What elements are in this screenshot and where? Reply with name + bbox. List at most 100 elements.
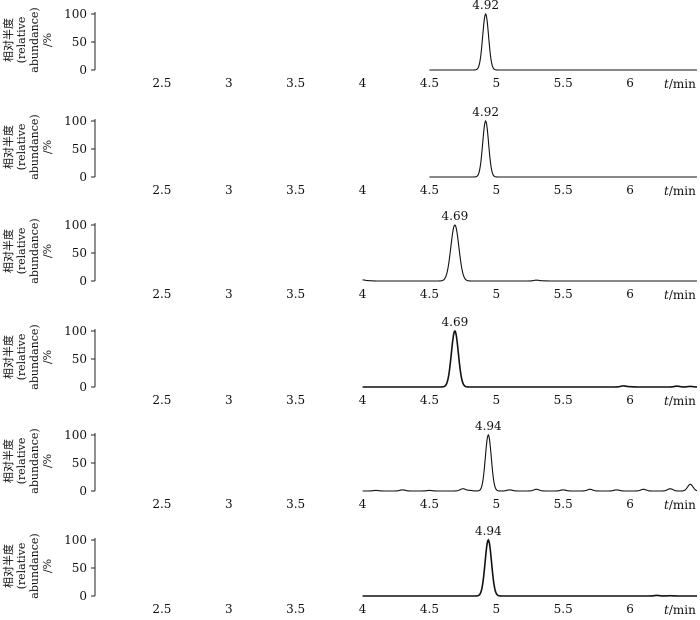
panel-4-ylabel-line4: /% [41, 350, 54, 364]
panel-2-xtick-label-0: 2.5 [152, 183, 171, 197]
panel-3-xtick-label-1: 3 [225, 287, 233, 301]
panel-1-xlabel: t/min [664, 77, 696, 91]
panel-4-ytick-label-2: 100 [64, 324, 87, 338]
panel-4-xlabel-unit: /min [669, 394, 696, 408]
panel-3-xtick-label-3: 4 [359, 287, 367, 301]
panel-4-xlabel: t/min [664, 394, 696, 408]
panel-4-xtick-label-3: 4 [359, 393, 367, 407]
panel-5-ylabel-line3: abundance) [28, 428, 41, 493]
panel-5-peak-label-0: 4.94 [475, 419, 502, 433]
panel-6-xtick-label-0: 2.5 [152, 602, 171, 616]
panel-1-xtick-label-6: 5.5 [554, 76, 573, 90]
panel-2-ytick-label-1: 50 [72, 142, 87, 156]
panel-5-xtick-label-3: 4 [359, 497, 367, 511]
panel-6-xlabel-var: t [664, 603, 669, 617]
panel-4-ytick-label-1: 50 [72, 352, 87, 366]
panel-2-xlabel-var: t [664, 184, 669, 198]
panel-3-ylabel-line1: 相对半度 [1, 229, 15, 273]
panel-6-ylabel-line1: 相对半度 [1, 544, 15, 588]
panel-6-xtick-label-7: 6 [626, 602, 634, 616]
panel-2-ylabel-line3: abundance) [28, 114, 41, 179]
panel-6-xtick-label-4: 4.5 [420, 602, 439, 616]
panel-1-xlabel-unit: /min [669, 77, 696, 91]
panel-1-xtick-label-2: 3.5 [286, 76, 305, 90]
panel-6-ylabel-line2: (relative [15, 543, 28, 590]
panel-6-xlabel: t/min [664, 603, 696, 617]
panel-4-ylabel-line2: (relative [15, 334, 28, 381]
panel-1-xtick-label-4: 4.5 [420, 76, 439, 90]
panel-1-xtick-label-5: 5 [493, 76, 501, 90]
panel-2-ylabel-line2: (relative [15, 124, 28, 171]
panel-4-xtick-label-5: 5 [493, 393, 501, 407]
panel-4-ylabel-line1: 相对半度 [1, 335, 15, 379]
panel-2-xlabel: t/min [664, 184, 696, 198]
panel-1-ylabel-line3: abundance) [28, 7, 41, 72]
panel-6-ytick-label-0: 0 [79, 589, 87, 603]
panel-2-xlabel-unit: /min [669, 184, 696, 198]
panel-2-xtick-label-1: 3 [225, 183, 233, 197]
panel-5-xtick-label-7: 6 [626, 497, 634, 511]
panel-5-xtick-label-5: 5 [493, 497, 501, 511]
panel-3-xlabel: t/min [664, 288, 696, 302]
panel-3-trace [362, 224, 697, 282]
panel-3-ylabel-line4: /% [41, 244, 54, 258]
panel-3-xtick-label-6: 5.5 [554, 287, 573, 301]
panel-5-xlabel: t/min [664, 498, 696, 512]
panel-3-xtick-label-2: 3.5 [286, 287, 305, 301]
panel-1-xtick-label-7: 6 [626, 76, 634, 90]
panel-4-ylabel-line3: abundance) [28, 324, 41, 389]
panel-6-ylabel-line3: abundance) [28, 533, 41, 598]
panel-5-xtick-label-4: 4.5 [420, 497, 439, 511]
panel-5-ylabel-line4: /% [41, 454, 54, 468]
panel-1-ylabel-line1: 相对半度 [1, 18, 15, 62]
panel-2-peak-label-0: 4.92 [472, 105, 499, 119]
panel-5-xtick-label-1: 3 [225, 497, 233, 511]
panel-1-xtick-label-0: 2.5 [152, 76, 171, 90]
panel-6-ytick-label-2: 100 [64, 533, 87, 547]
panel-3-ytick-label-0: 0 [79, 274, 87, 288]
panel-1-ytick-label-0: 0 [79, 63, 87, 77]
panel-1-xtick-label-1: 3 [225, 76, 233, 90]
panel-6-xtick-label-2: 3.5 [286, 602, 305, 616]
panel-4-xtick-label-4: 4.5 [420, 393, 439, 407]
panel-2-ylabel-line4: /% [41, 140, 54, 154]
panel-2-xtick-label-3: 4 [359, 183, 367, 197]
panel-4-xtick-label-2: 3.5 [286, 393, 305, 407]
panel-5-ytick-label-2: 100 [64, 428, 87, 442]
panel-5-xtick-label-0: 2.5 [152, 497, 171, 511]
panel-4-xtick-label-0: 2.5 [152, 393, 171, 407]
panel-3-xtick-label-0: 2.5 [152, 287, 171, 301]
panel-1-ytick-label-1: 50 [72, 35, 87, 49]
panel-5-ylabel-line1: 相对半度 [1, 439, 15, 483]
panel-4-peak-label-0: 4.69 [442, 315, 469, 329]
panel-1-peak-label-0: 4.92 [472, 0, 499, 12]
panel-6-ylabel-line4: /% [41, 559, 54, 573]
panel-3-xlabel-unit: /min [669, 288, 696, 302]
panel-5-ytick-label-1: 50 [72, 456, 87, 470]
panel-1-ylabel-line2: (relative [15, 17, 28, 64]
panel-5-xtick-label-6: 5.5 [554, 497, 573, 511]
panel-6-ytick-label-1: 50 [72, 561, 87, 575]
panel-6-peak-label-0: 4.94 [475, 524, 502, 538]
panel-4-ytick-label-0: 0 [79, 380, 87, 394]
panel-4-xlabel-var: t [664, 394, 669, 408]
panel-3-ytick-label-1: 50 [72, 246, 87, 260]
panel-2-trace [429, 119, 697, 178]
panel-5-ytick-label-0: 0 [79, 484, 87, 498]
panel-5-xlabel-var: t [664, 498, 669, 512]
panel-3-xtick-label-5: 5 [493, 287, 501, 301]
panel-5-ylabel-line2: (relative [15, 438, 28, 485]
panel-4-trace [362, 330, 698, 388]
panel-6-xtick-label-5: 5 [493, 602, 501, 616]
panel-6-xlabel-unit: /min [669, 603, 696, 617]
panel-2-xtick-label-2: 3.5 [286, 183, 305, 197]
panel-3-peak-label-0: 4.69 [442, 209, 469, 223]
panel-1-trace [429, 12, 697, 71]
panel-1-xtick-label-3: 4 [359, 76, 367, 90]
panel-4-xtick-label-6: 5.5 [554, 393, 573, 407]
panel-3-xlabel-var: t [664, 288, 669, 302]
panel-6-xtick-label-1: 3 [225, 602, 233, 616]
panel-4-xtick-label-7: 6 [626, 393, 634, 407]
panel-5-xlabel-unit: /min [669, 498, 696, 512]
